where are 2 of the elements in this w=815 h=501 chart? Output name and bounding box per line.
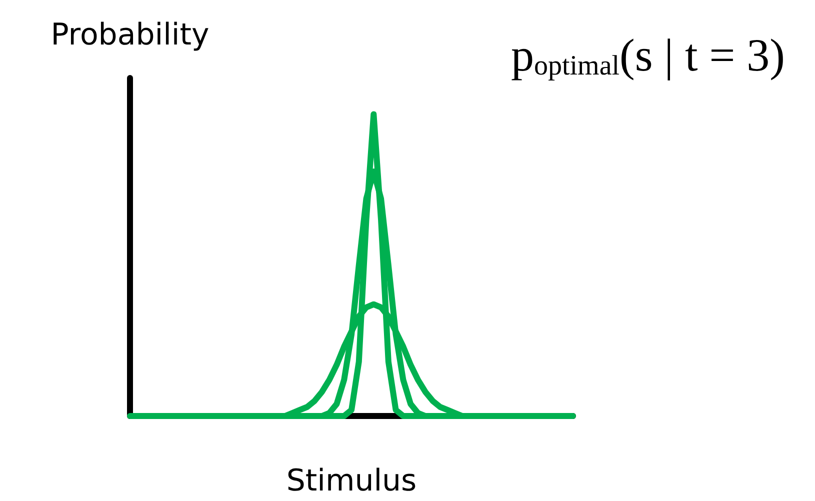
y-axis-title: Probability (50, 18, 210, 52)
x-axis-title: Stimulus (286, 464, 417, 498)
